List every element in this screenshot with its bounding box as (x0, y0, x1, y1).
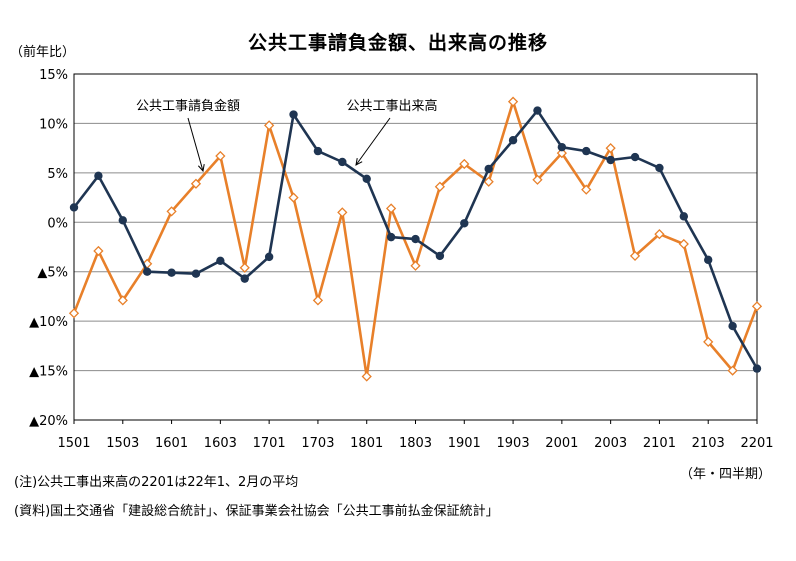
data-point-contract (678, 238, 689, 250)
x-tick-label: 2001 (545, 436, 578, 451)
y-tick-label: 0% (47, 216, 68, 231)
data-point-output (508, 136, 518, 145)
data-point-output (69, 203, 79, 212)
data-point-contract (337, 207, 348, 218)
data-point-output (338, 157, 347, 167)
data-point-contract (190, 178, 202, 189)
data-point-output (94, 171, 103, 181)
y-tick-label: ▲10% (29, 315, 68, 330)
data-point-contract (483, 176, 494, 187)
data-point-output (630, 152, 640, 162)
y-tick-label: ▲5% (37, 266, 68, 281)
annotation-arrow-line (187, 117, 204, 172)
x-tick-label: 1503 (106, 436, 139, 451)
y-tick-label: 15% (39, 68, 68, 83)
data-point-contract (93, 245, 104, 257)
data-point-output (167, 268, 176, 277)
data-point-output (655, 163, 664, 173)
data-point-output (142, 267, 152, 276)
data-point-contract (288, 192, 299, 203)
data-point-output (289, 110, 298, 119)
data-point-output (264, 252, 274, 262)
plot-area-border (73, 73, 758, 421)
data-point-output (728, 321, 737, 331)
annotation-arrow-head (197, 164, 205, 173)
chart-title: 公共工事請負金額、出来高の推移 (247, 32, 548, 54)
data-point-output (118, 216, 127, 225)
data-point-output (460, 219, 469, 228)
x-tick-label: 2003 (594, 436, 627, 451)
data-point-output (216, 256, 225, 266)
x-tick-label: 2101 (643, 436, 676, 451)
data-point-output (435, 251, 445, 261)
data-point-output (484, 164, 493, 174)
data-point-output (582, 146, 591, 156)
data-point-output (191, 269, 201, 278)
data-point-contract (751, 301, 763, 312)
x-tick-label: 1501 (57, 436, 90, 451)
data-point-output (704, 255, 713, 265)
data-point-output (411, 234, 420, 244)
data-point-contract (459, 158, 470, 170)
data-point-contract (605, 143, 616, 154)
x-tick-label: 1901 (448, 436, 481, 451)
y-tick-label: 10% (39, 117, 68, 132)
data-point-contract (703, 336, 714, 348)
data-point-output (533, 106, 542, 115)
x-tick-label: 1801 (350, 436, 383, 451)
data-point-contract (117, 295, 128, 306)
data-point-output (557, 142, 567, 152)
data-point-contract (68, 308, 80, 319)
x-tick-label: 1603 (204, 436, 237, 451)
x-tick-label: 1701 (253, 436, 286, 451)
data-point-contract (532, 174, 543, 185)
data-point-contract (239, 262, 250, 273)
data-point-contract (312, 295, 324, 306)
annotation-label: 公共工事請負金額 (136, 98, 240, 114)
data-point-contract (629, 250, 641, 262)
x-tick-label: 2103 (692, 436, 725, 451)
data-point-output (679, 212, 689, 221)
data-point-output (752, 364, 762, 373)
x-tick-label: 2201 (740, 436, 773, 451)
data-point-contract (556, 147, 567, 159)
x-tick-label: 1803 (399, 436, 432, 451)
y-tick-label: ▲20% (29, 414, 68, 429)
data-point-output (313, 146, 323, 156)
data-point-contract (166, 206, 177, 217)
data-point-contract (361, 371, 372, 382)
footnote: (注)公共工事出来高の2201は22年1、2月の平均 (14, 475, 299, 490)
data-point-output (606, 155, 615, 165)
data-point-contract (385, 203, 397, 214)
data-point-contract (264, 120, 275, 131)
data-point-contract (434, 181, 446, 192)
annotation-arrow-line (355, 117, 391, 166)
annotation-arrow-head (355, 158, 363, 166)
data-point-output (240, 274, 249, 283)
source-note: (資料)国土交通省「建設総合統計」、保証事業会社協会「公共工事前払金保証統計」 (14, 504, 499, 519)
data-point-contract (507, 96, 519, 107)
data-point-contract (581, 184, 592, 195)
x-tick-label: 1903 (497, 436, 530, 451)
data-point-output (386, 232, 396, 242)
y-tick-label: ▲15% (29, 365, 68, 380)
y-tick-label: 5% (47, 167, 68, 182)
data-point-contract (215, 150, 226, 162)
annotation-label: 公共工事出来高 (346, 98, 437, 114)
x-axis-unit-label: （年・四半期） (680, 467, 772, 482)
x-tick-label: 1601 (155, 436, 188, 451)
y-axis-unit-label: （前年比） (10, 45, 76, 60)
x-tick-label: 1703 (301, 436, 334, 451)
data-point-output (362, 174, 371, 183)
data-point-contract (654, 229, 665, 240)
data-point-contract (727, 365, 738, 376)
data-point-contract (410, 260, 421, 271)
